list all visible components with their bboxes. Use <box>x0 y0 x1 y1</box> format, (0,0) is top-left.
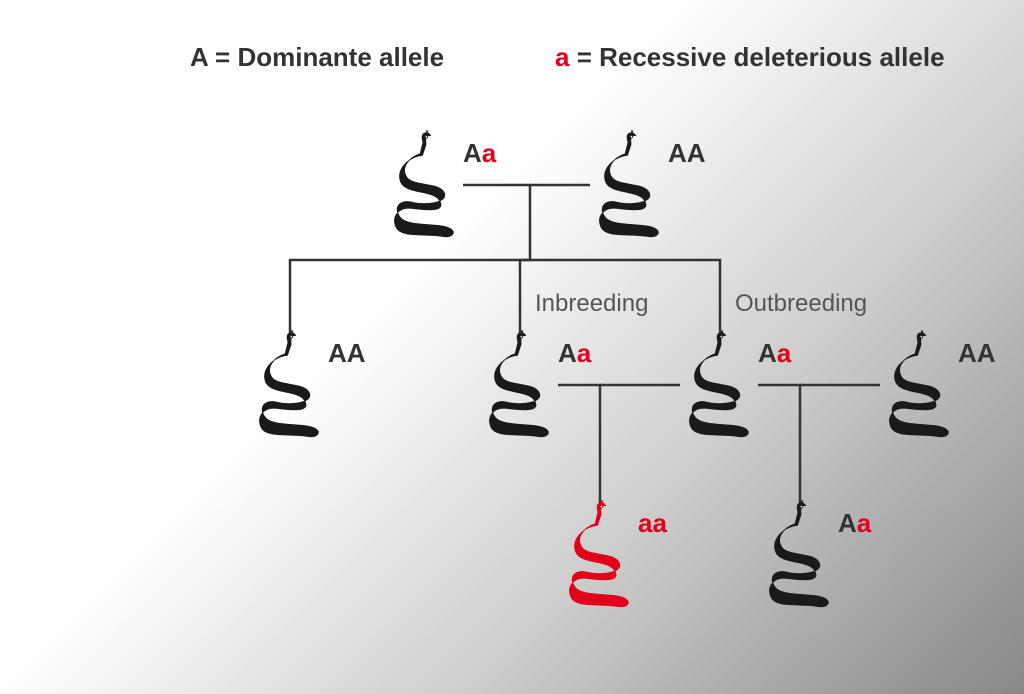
genotype-label: AA <box>668 138 706 169</box>
snake-icon <box>560 500 638 610</box>
snake-icon <box>480 330 558 440</box>
genotype-label: Aa <box>758 338 791 369</box>
label-inbreeding: Inbreeding <box>535 290 648 318</box>
snake-icon <box>760 500 838 610</box>
genotype-label: aa <box>638 508 667 539</box>
snake-icon <box>590 130 668 240</box>
snake-icon <box>680 330 758 440</box>
snake-icon <box>250 330 328 440</box>
snake-icon <box>880 330 958 440</box>
genotype-label: AA <box>958 338 996 369</box>
label-outbreeding: Outbreeding <box>735 290 867 318</box>
diagram-stage: A = Dominante allele a = Recessive delet… <box>0 0 1024 694</box>
genotype-label: AA <box>328 338 366 369</box>
genotype-label: Aa <box>558 338 591 369</box>
snake-icon <box>385 130 463 240</box>
genotype-label: Aa <box>838 508 871 539</box>
genotype-label: Aa <box>463 138 496 169</box>
